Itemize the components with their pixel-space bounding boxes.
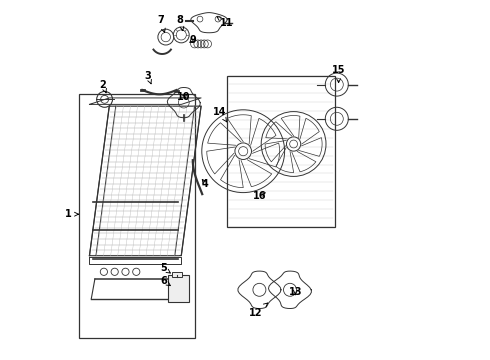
Text: 4: 4 bbox=[202, 179, 209, 189]
Text: 6: 6 bbox=[160, 276, 171, 286]
Text: 8: 8 bbox=[177, 15, 184, 31]
Text: 10: 10 bbox=[177, 92, 191, 102]
Bar bbox=[227, 76, 335, 227]
Text: 15: 15 bbox=[332, 65, 345, 82]
Bar bbox=[79, 94, 195, 338]
Bar bbox=[172, 272, 182, 277]
Text: 3: 3 bbox=[145, 71, 151, 84]
Text: 12: 12 bbox=[249, 303, 268, 318]
Text: 9: 9 bbox=[190, 35, 196, 45]
Text: 7: 7 bbox=[157, 15, 165, 32]
Bar bbox=[168, 275, 189, 302]
Text: 14: 14 bbox=[213, 107, 227, 122]
Text: 11: 11 bbox=[217, 17, 234, 28]
Text: 1: 1 bbox=[65, 209, 78, 219]
Text: 2: 2 bbox=[99, 80, 106, 93]
Text: 5: 5 bbox=[160, 263, 171, 273]
Text: 13: 13 bbox=[289, 287, 302, 297]
Text: 16: 16 bbox=[253, 191, 266, 201]
